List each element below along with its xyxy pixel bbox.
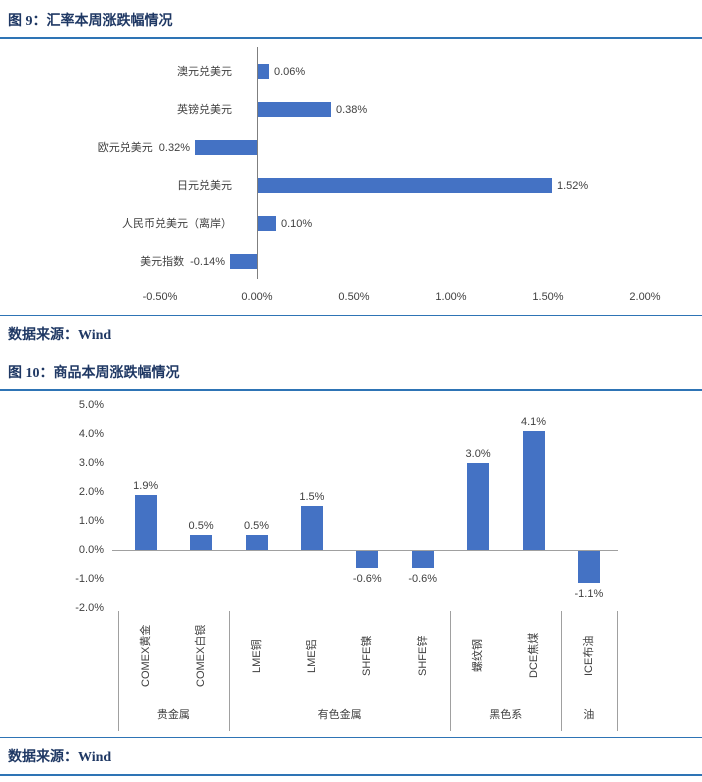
fx-category-label: 澳元兑美元 bbox=[177, 65, 232, 78]
commodity-value-label: -1.1% bbox=[574, 587, 604, 600]
commodity-value-label: 4.1% bbox=[520, 415, 547, 428]
commodity-weekly-change-chart: 5.0% 4.0% 3.0% 2.0% 1.0% 0.0% -1.0% -2.0% 1.9% CO… bbox=[0, 395, 702, 737]
fx-bar bbox=[195, 140, 257, 155]
commodity-category-label: LME铝 bbox=[305, 638, 318, 673]
fx-category-label: 人民币兑美元（离岸） bbox=[122, 217, 232, 230]
fx-negative-row-labels: 美元指数 -0.14% bbox=[140, 254, 225, 270]
category-group-label: 黑色系 bbox=[489, 708, 523, 721]
category-group-separator bbox=[229, 610, 230, 731]
x-axis-tick-label: -0.50% bbox=[142, 290, 178, 303]
commodity-bar bbox=[190, 534, 213, 550]
commodity-bar bbox=[245, 534, 268, 550]
fx-value-label: 1.52% bbox=[557, 179, 589, 192]
commodity-category-label: COMEX黄金 bbox=[139, 624, 152, 687]
fx-category-label: 美元指数 bbox=[140, 255, 185, 268]
commodity-category-label: ICE布油 bbox=[582, 635, 595, 676]
commodity-value-label: -0.6% bbox=[352, 572, 382, 585]
y-axis-tick-label: 5.0% bbox=[78, 398, 104, 411]
x-axis-tick-label: 2.00% bbox=[629, 290, 661, 303]
category-group-label: 有色金属 bbox=[317, 708, 362, 721]
fx-bar bbox=[230, 254, 257, 269]
fx-negative-row-labels: 欧元兑美元 0.32% bbox=[98, 140, 190, 156]
fx-bar bbox=[257, 64, 269, 79]
fx-bar bbox=[257, 216, 276, 231]
commodity-bar bbox=[577, 550, 600, 583]
y-axis-tick-label: -2.0% bbox=[75, 601, 104, 614]
fx-category-label: 欧元兑美元 bbox=[97, 141, 153, 154]
y-axis-tick-label: 1.0% bbox=[78, 514, 104, 527]
separator-line bbox=[0, 774, 702, 776]
fx-value-label: 0.10% bbox=[281, 217, 313, 230]
commodity-value-label: 0.5% bbox=[188, 519, 214, 532]
commodity-bar bbox=[522, 430, 545, 550]
category-group-separator bbox=[561, 610, 562, 731]
fx-weekly-change-chart: 澳元兑美元 0.06% 英镑兑美元 0.38% 欧元兑美元 0.32% 日元兑美元 1.52%… bbox=[0, 43, 702, 315]
y-axis-tick-label: -1.0% bbox=[75, 572, 104, 585]
separator-line bbox=[0, 37, 702, 39]
commodity-bar bbox=[134, 494, 157, 550]
fx-value-label: 0.06% bbox=[274, 65, 306, 78]
commodity-value-label: -0.6% bbox=[408, 572, 438, 585]
y-axis-tick-label: 0.0% bbox=[78, 543, 104, 556]
fx-value-label: 0.38% bbox=[336, 103, 368, 116]
figure-9-source: 数据来源：Wind bbox=[8, 328, 112, 343]
separator-line bbox=[0, 736, 702, 738]
commodity-value-label: 1.5% bbox=[299, 490, 325, 503]
figure-9-title: 图 9：汇率本周涨跌幅情况 bbox=[8, 14, 173, 29]
category-group-label: 贵金属 bbox=[156, 708, 190, 721]
commodity-bar bbox=[411, 550, 434, 568]
category-group-separator bbox=[118, 610, 119, 731]
commodity-category-label: SHFE镍 bbox=[361, 635, 374, 676]
category-group-label: 油 bbox=[583, 708, 595, 721]
commodity-category-label: LME铜 bbox=[250, 638, 263, 673]
commodity-bar bbox=[356, 550, 379, 568]
x-axis-tick-label: 1.50% bbox=[532, 290, 564, 303]
commodity-value-label: 0.5% bbox=[243, 519, 270, 532]
y-axis-tick-label: 3.0% bbox=[78, 456, 104, 469]
fx-value-label: -0.14% bbox=[190, 255, 225, 268]
commodity-category-label: SHFE锌 bbox=[416, 635, 429, 676]
separator-line bbox=[0, 314, 702, 316]
commodity-bar bbox=[467, 462, 490, 550]
x-axis-tick-label: 1.00% bbox=[435, 290, 467, 303]
commodity-bar bbox=[300, 505, 323, 550]
fx-bar bbox=[257, 178, 552, 193]
commodity-value-label: 1.9% bbox=[133, 479, 159, 492]
figure-10-block: 图 10：商品本周涨跌幅情况 5.0% 4.0% 3.0% 2.0% 1.0% 0.0% -… bbox=[0, 352, 702, 776]
fx-category-label: 英镑兑美元 bbox=[177, 103, 232, 116]
category-group-separator bbox=[450, 610, 451, 731]
commodity-category-label: COMEX白银 bbox=[195, 624, 208, 687]
y-axis-tick-label: 4.0% bbox=[78, 427, 104, 440]
figure-9-block: 图 9：汇率本周涨跌幅情况 澳元兑美元 0.06% 英镑兑美元 0.38% 欧元兑美元 0… bbox=[0, 0, 702, 352]
x-axis-tick-label: 0.50% bbox=[338, 290, 370, 303]
commodity-category-label: 螺纹钢 bbox=[472, 639, 485, 672]
figure-10-title: 图 10：商品本周涨跌幅情况 bbox=[8, 366, 180, 381]
x-axis-tick-label: 0.00% bbox=[241, 290, 273, 303]
zero-axis-line bbox=[257, 46, 258, 279]
commodity-value-label: 3.0% bbox=[465, 447, 491, 460]
fx-category-label: 日元兑美元 bbox=[177, 179, 232, 192]
y-axis-tick-label: 2.0% bbox=[78, 485, 104, 498]
fx-bar bbox=[257, 102, 331, 117]
zero-axis-line bbox=[112, 549, 618, 551]
fx-value-label: 0.32% bbox=[158, 141, 190, 154]
commodity-category-label: DCE焦煤 bbox=[527, 632, 540, 678]
figure-10-source: 数据来源：Wind bbox=[8, 750, 112, 765]
category-group-separator bbox=[617, 610, 618, 731]
separator-line bbox=[0, 389, 702, 391]
